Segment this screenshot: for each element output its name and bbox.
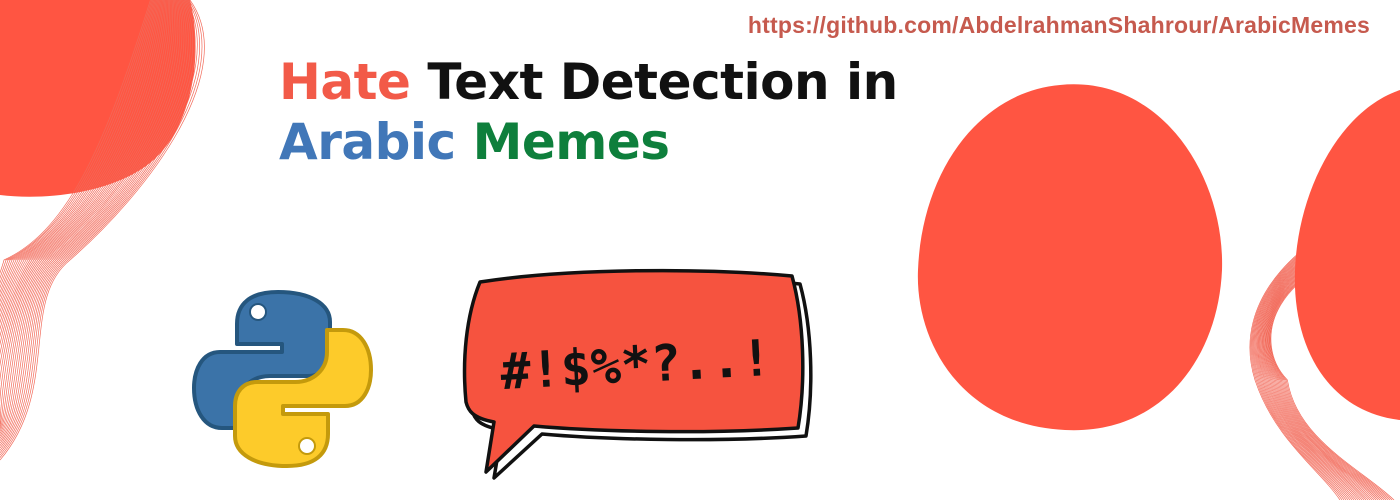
title-word-text-detection: Text Detection in: [427, 53, 898, 111]
red-egg-shape: [917, 84, 1223, 431]
bubble-symbols: #!$%*?..!: [499, 329, 773, 401]
speech-bubble-icon: #!$%*?..!: [462, 268, 813, 480]
title-line-2: Arabic Memes: [279, 112, 898, 172]
title-line-1: Hate Text Detection in: [279, 52, 898, 112]
title-word-arabic: Arabic: [279, 113, 456, 171]
red-blob-right-edge: [1294, 90, 1400, 420]
page-title: Hate Text Detection in Arabic Memes: [279, 52, 898, 172]
line-wave-decoration-left: [0, 0, 205, 461]
python-logo-icon: [192, 290, 373, 468]
red-blob-top-left: [0, 0, 196, 197]
title-word-memes: Memes: [472, 113, 670, 171]
title-word-hate: Hate: [279, 53, 411, 111]
repo-url[interactable]: https://github.com/AbdelrahmanShahrour/A…: [747, 12, 1370, 38]
